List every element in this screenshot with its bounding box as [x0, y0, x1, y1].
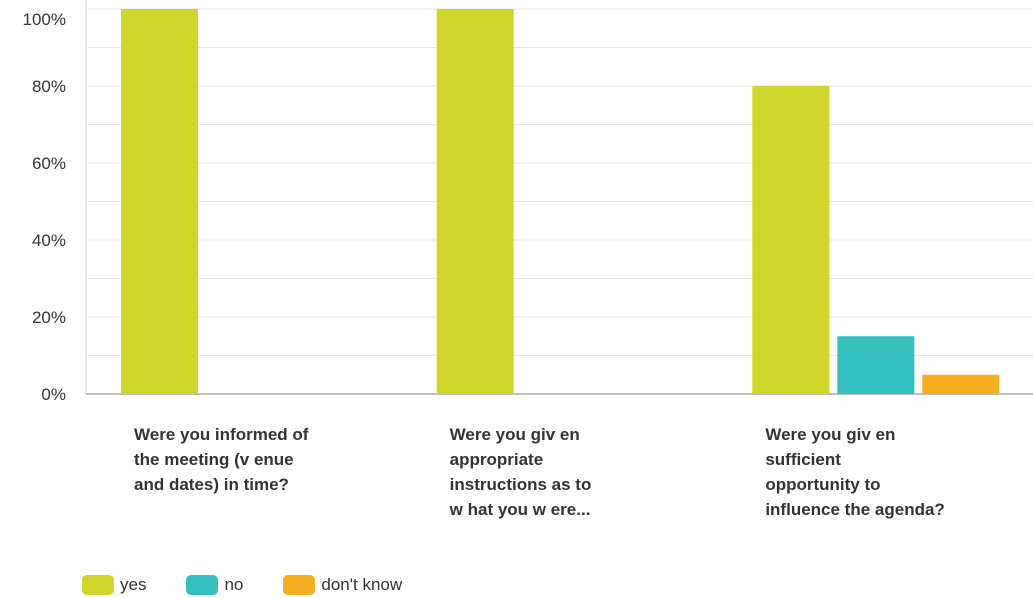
- bar-yes-1: [121, 9, 198, 394]
- y-tick-label: 40%: [32, 231, 66, 250]
- legend-label-yes: yes: [120, 575, 147, 594]
- bar-yes-3: [752, 86, 830, 394]
- y-tick-label: 0%: [41, 385, 66, 404]
- legend-swatch-dont-know: [283, 575, 316, 595]
- bar-no-3: [837, 336, 915, 394]
- bars: [121, 9, 1000, 394]
- bar-chart: 0% 20% 40% 60% 80% 100% Were you informed of t…: [23, 0, 1033, 519]
- x-category-label: Were you informed of the meeting (v enue a…: [134, 425, 309, 494]
- legend-label-dont-know: don't know: [321, 575, 403, 594]
- y-tick-label: 80%: [32, 77, 66, 96]
- x-category-label: Were you giv en sufficient opportunity to i…: [765, 425, 944, 519]
- y-tick-label: 20%: [32, 308, 66, 327]
- y-tick-label: 100%: [23, 10, 66, 29]
- legend-label-no: no: [224, 575, 244, 594]
- bar-yes-2: [436, 9, 514, 394]
- y-axis-ticks: 0% 20% 40% 60% 80% 100%: [23, 10, 66, 404]
- gridlines: [85, 0, 1033, 395]
- legend-item-no: no: [186, 575, 243, 595]
- x-category-label: Were you giv en appropriate instructions a…: [449, 425, 592, 519]
- legend-swatch-yes: [82, 575, 114, 595]
- legend: yes no don't know: [82, 573, 442, 597]
- bar-don-t-know-3: [922, 374, 1000, 394]
- y-tick-label: 60%: [32, 154, 66, 173]
- legend-swatch-no: [186, 575, 219, 595]
- x-axis-category-labels: Were you informed of the meeting (v enue a…: [134, 425, 945, 519]
- legend-item-yes: yes: [82, 575, 146, 595]
- legend-item-dont-know: don't know: [283, 575, 402, 595]
